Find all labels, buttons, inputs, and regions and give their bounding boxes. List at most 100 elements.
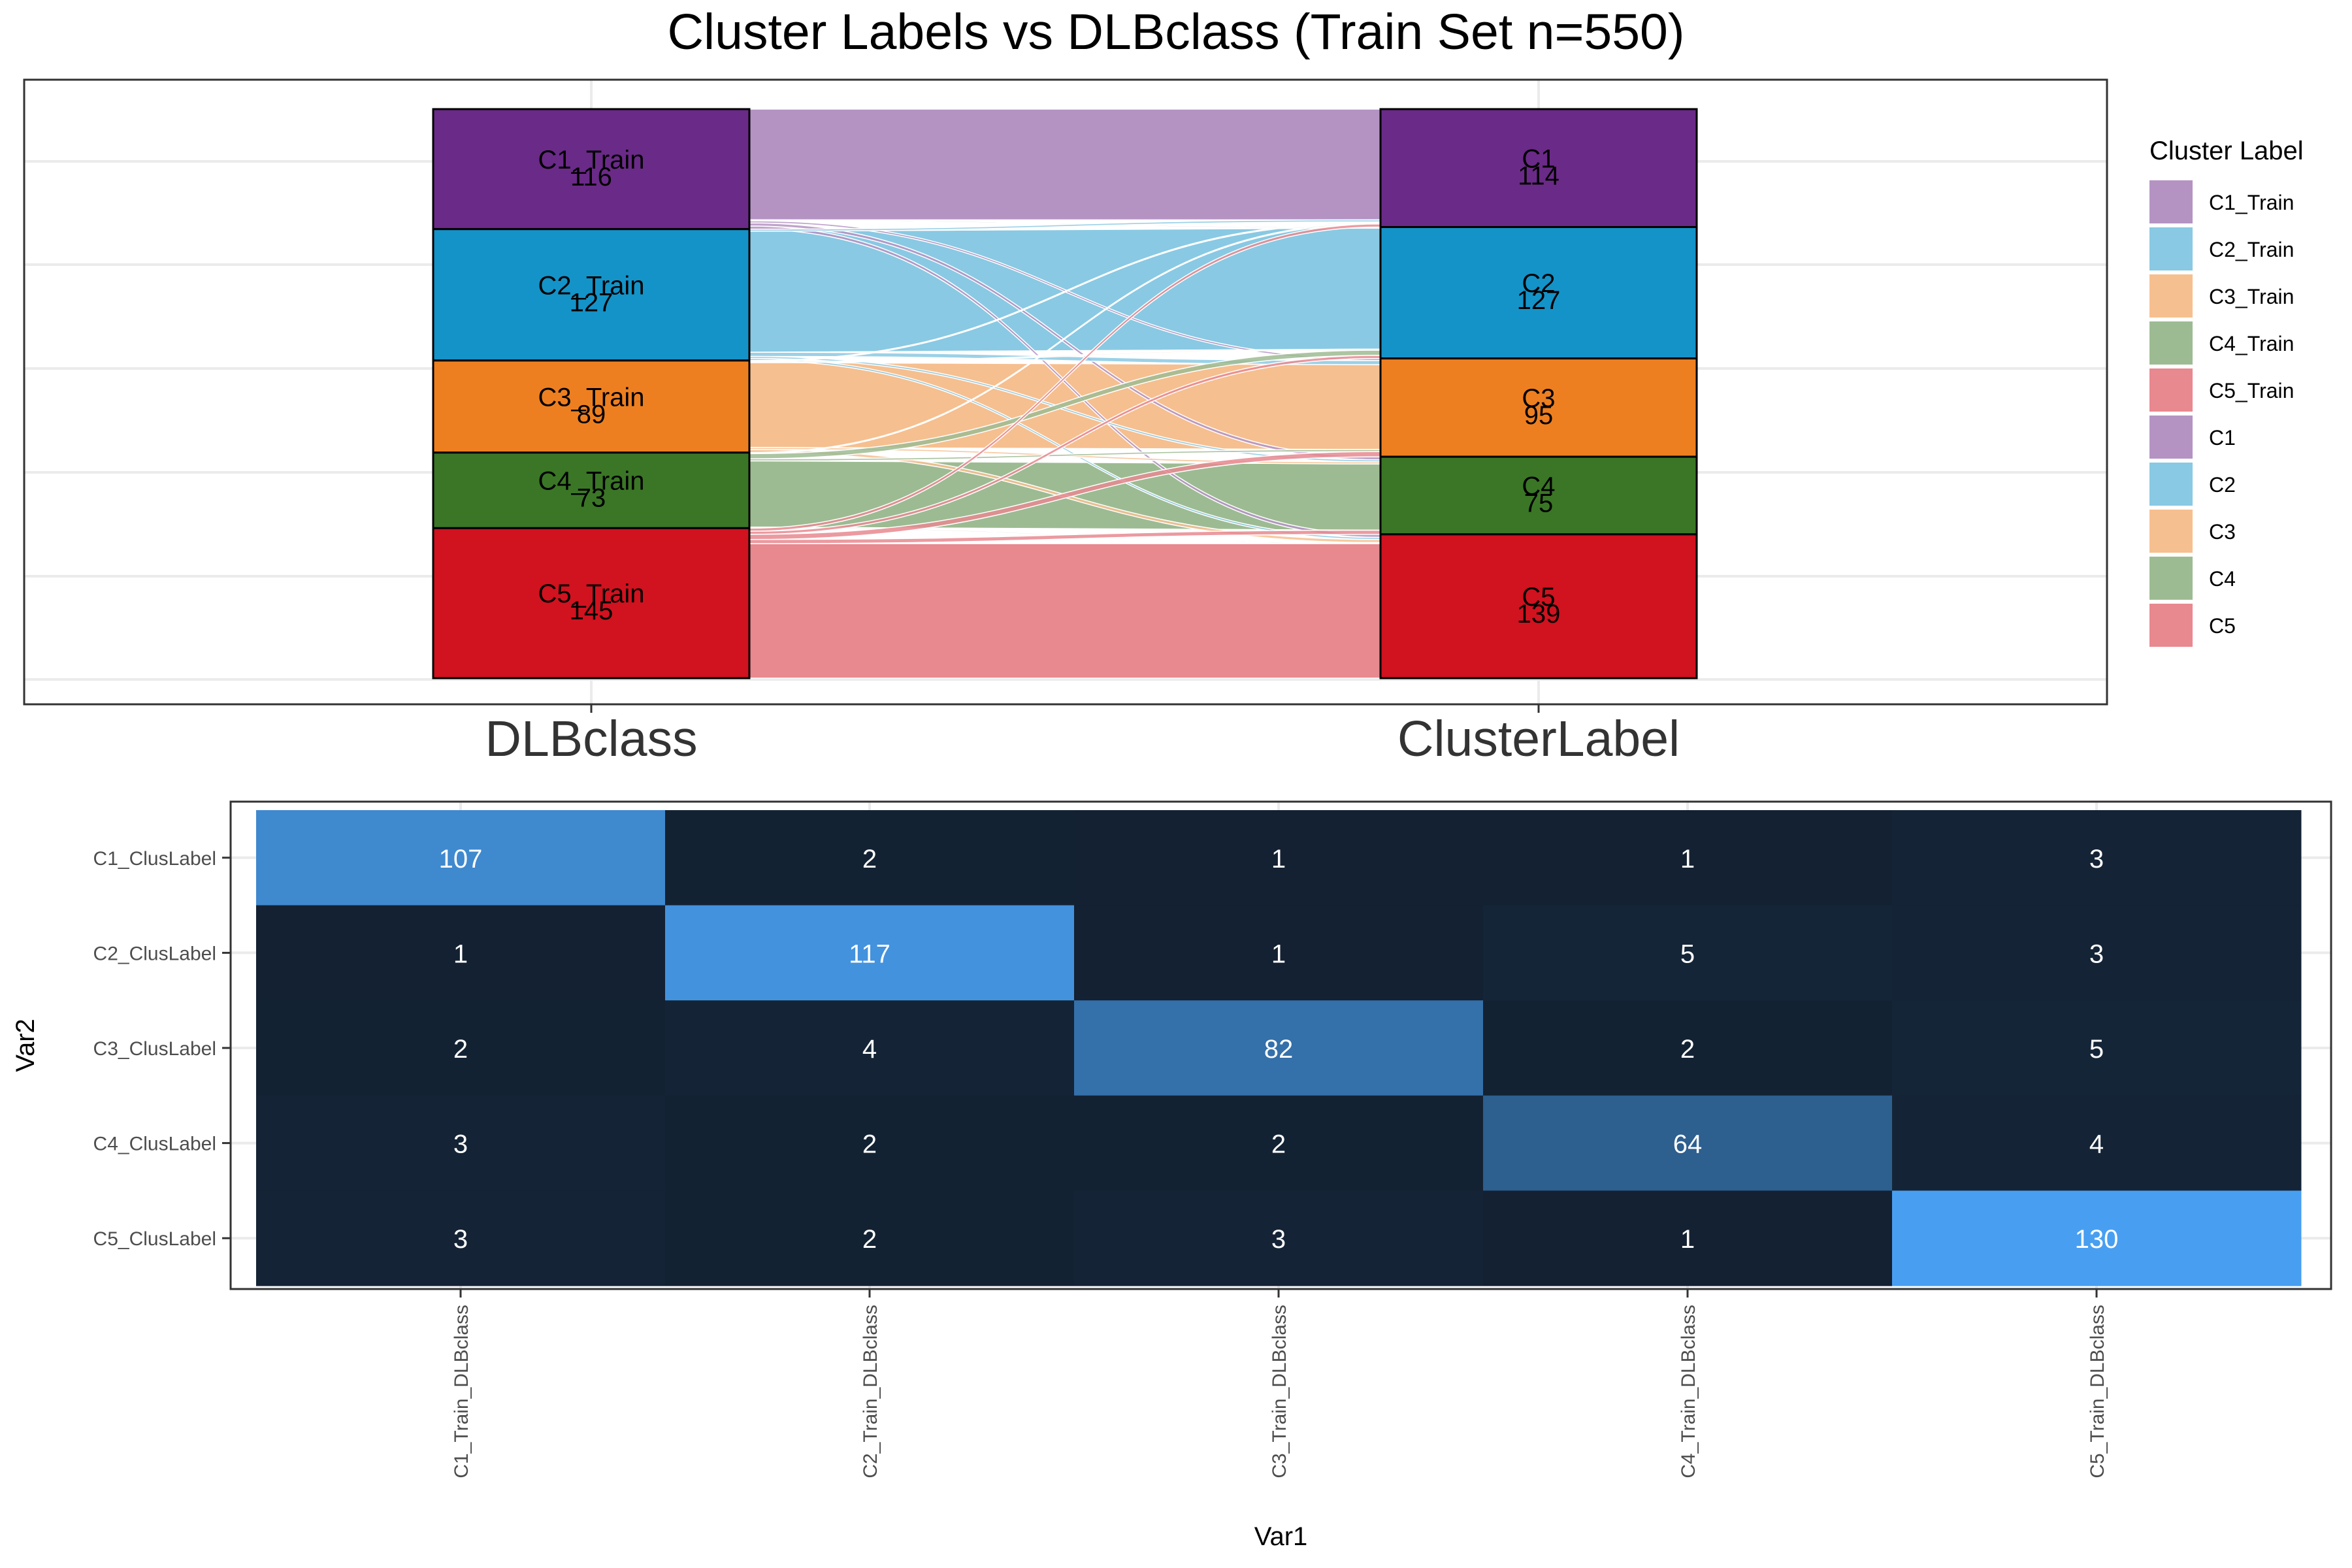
right-stratum-label: C1 (1522, 144, 1555, 173)
legend-swatch (2149, 604, 2193, 647)
heatmap-cell (1892, 905, 2302, 1001)
heatmap-value: 2 (1271, 1130, 1286, 1159)
right-stratum-label: C3 (1522, 384, 1555, 413)
heatmap-value: 1 (1680, 845, 1695, 874)
left-stratum (432, 108, 751, 231)
heatmap-cell (665, 905, 1075, 1001)
heatmap-cell (665, 1000, 1075, 1096)
heatmap-cell (665, 810, 1075, 906)
heatmap-cell (1074, 810, 1484, 906)
right-stratum (1379, 357, 1698, 458)
y-axis-title: Var2 (11, 1019, 40, 1072)
right-stratum-count: 127 (1517, 286, 1561, 315)
heatmap-value: 64 (1673, 1130, 1703, 1159)
left-stratum (432, 527, 751, 679)
left-stratum (432, 228, 751, 362)
x-axis-title: Var1 (1254, 1522, 1308, 1551)
heatmap-cell (1074, 1000, 1484, 1096)
heatmap-value: 1 (453, 939, 468, 968)
heatmap-cell (256, 810, 666, 906)
heatmap-value: 107 (439, 845, 483, 874)
y-axis-tick-label: C4_ClusLabel (93, 1134, 216, 1155)
legend-label: C1_Train (2209, 191, 2294, 214)
heatmap-cell (1483, 810, 1893, 906)
heatmap-value: 2 (862, 1225, 877, 1254)
legend-swatch (2149, 510, 2193, 553)
x-axis-tick-label: C2_Train_DLBclass (860, 1305, 881, 1478)
right-stratum-label: C5 (1522, 583, 1555, 612)
heatmap-cell (256, 1000, 666, 1096)
legend-label: C4_Train (2209, 332, 2294, 355)
heatmap-cell (1892, 810, 2302, 906)
legend-swatch (2149, 557, 2193, 600)
left-stratum-count: 73 (577, 484, 606, 513)
heatmap-value: 3 (453, 1130, 468, 1159)
heatmap-cell (1483, 1190, 1893, 1286)
heatmap-value: 2 (862, 845, 877, 874)
left-stratum-count: 89 (577, 400, 606, 429)
heatmap-value: 3 (2089, 845, 2104, 874)
heatmap-value: 82 (1264, 1035, 1294, 1064)
y-axis-tick-label: C3_ClusLabel (93, 1038, 216, 1060)
alluvial-chart: C1_Train116C2_Train127C3_Train89C4_Train… (23, 78, 2108, 767)
heatmap-value: 5 (2089, 1035, 2104, 1064)
legend: Cluster Label C1_Train C2_Train C3_Train C4_… (2149, 137, 2304, 647)
heatmap-cell (665, 1095, 1075, 1191)
legend-label: C3_Train (2209, 285, 2294, 308)
left-stratum-count: 145 (570, 596, 613, 625)
legend-title: Cluster Label (2149, 137, 2304, 165)
legend-label: C2 (2209, 473, 2236, 497)
heatmap-value: 1 (1271, 939, 1286, 968)
heatmap-cell (1074, 905, 1484, 1001)
chart-title: Cluster Labels vs DLBclass (Train Set n=… (667, 4, 1684, 60)
legend-swatch (2149, 368, 2193, 412)
right-stratum (1379, 533, 1698, 679)
x-axis-tick-label: ClusterLabel (1397, 711, 1680, 767)
x-axis-tick-label: C5_Train_DLBclass (2087, 1305, 2108, 1478)
alluvial-flow (749, 543, 1381, 679)
right-stratum-label: C2 (1522, 269, 1555, 298)
heatmap-value: 5 (1680, 939, 1695, 968)
right-stratum (1379, 108, 1698, 229)
heatmap-cell (1483, 1000, 1893, 1096)
heatmap-value: 130 (2075, 1225, 2119, 1254)
left-stratum-count: 116 (570, 163, 612, 191)
heatmap-value: 3 (1271, 1225, 1286, 1254)
heatmap-value: 3 (453, 1225, 468, 1254)
heatmap-cell (665, 1190, 1075, 1286)
heatmap-cell (256, 1095, 666, 1191)
heatmap-cell (1483, 905, 1893, 1001)
left-stratum-label: C2_Train (538, 271, 644, 300)
right-stratum-count: 114 (1518, 161, 1560, 190)
heatmap-value: 2 (1680, 1035, 1695, 1064)
left-stratum-label: C3_Train (538, 383, 644, 412)
heatmap-value: 3 (2089, 939, 2104, 968)
legend-swatch (2149, 180, 2193, 223)
heatmap-cell (1892, 1000, 2302, 1096)
x-axis-tick-label: C4_Train_DLBclass (1678, 1305, 1699, 1478)
x-axis-tick-label: C1_Train_DLBclass (451, 1305, 472, 1478)
heatmap-cell (1892, 1190, 2302, 1286)
legend-label: C2_Train (2209, 238, 2294, 261)
heatmap-cell (1483, 1095, 1893, 1191)
right-stratum (1379, 226, 1698, 360)
heatmap-cell (256, 1190, 666, 1286)
alluvial-flow (749, 108, 1381, 221)
left-stratum-label: C5_Train (538, 580, 644, 608)
x-axis-tick-label: C3_Train_DLBclass (1269, 1305, 1290, 1478)
left-stratum (432, 359, 751, 454)
left-stratum-label: C1_Train (538, 146, 644, 174)
legend-label: C1 (2209, 426, 2236, 449)
legend-label: C5 (2209, 614, 2236, 638)
legend-swatch (2149, 463, 2193, 506)
right-stratum-label: C4 (1522, 472, 1555, 500)
heatmap-cell (1892, 1095, 2302, 1191)
x-axis-tick-label: DLBclass (485, 711, 697, 767)
y-axis-tick-label: C1_ClusLabel (93, 848, 216, 870)
alluvial-border (23, 78, 2108, 706)
heatmap-cell (256, 905, 666, 1001)
heatmap-value: 4 (862, 1035, 877, 1064)
legend-label: C5_Train (2209, 379, 2294, 402)
legend-swatch (2149, 416, 2193, 459)
